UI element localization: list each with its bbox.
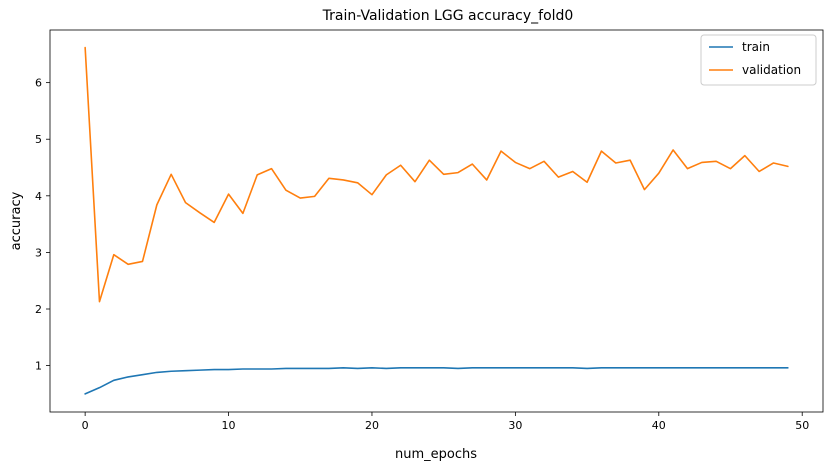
y-tick-label: 3 xyxy=(35,246,42,259)
y-tick-label: 5 xyxy=(35,133,42,146)
legend: train validation xyxy=(700,34,817,86)
legend-label-train: train xyxy=(742,40,770,54)
x-tick-label: 20 xyxy=(365,419,379,432)
x-tick-label: 0 xyxy=(82,419,89,432)
legend-label-validation: validation xyxy=(742,63,801,77)
y-tick-label: 1 xyxy=(35,360,42,373)
series-line-train xyxy=(84,367,789,395)
x-tick-label: 50 xyxy=(795,419,809,432)
x-tick-label: 10 xyxy=(222,419,236,432)
x-tick-label: 40 xyxy=(652,419,666,432)
y-axis-label: accuracy xyxy=(9,191,24,250)
y-axis-ticks: 1 2 3 4 5 6 xyxy=(35,77,50,373)
x-axis-ticks: 0 10 20 30 40 50 xyxy=(82,412,809,432)
plot-area xyxy=(49,29,824,413)
chart-title: Train-Validation LGG accuracy_fold0 xyxy=(322,8,574,24)
x-tick-label: 30 xyxy=(508,419,522,432)
y-tick-label: 6 xyxy=(35,77,42,90)
y-tick-label: 2 xyxy=(35,303,42,316)
series-lines xyxy=(84,46,789,395)
series-line-validation xyxy=(84,46,789,303)
y-tick-label: 4 xyxy=(35,190,42,203)
x-axis-label: num_epochs xyxy=(395,447,477,462)
